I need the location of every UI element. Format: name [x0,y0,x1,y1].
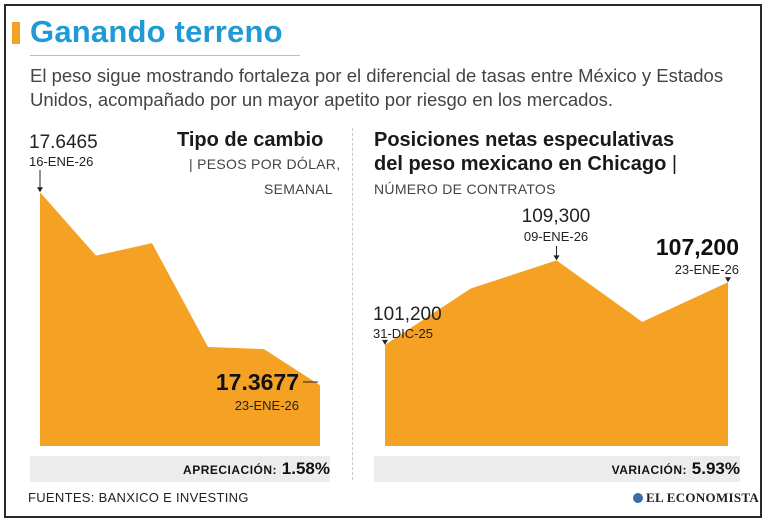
chart2-start-date: 31-DIC-25 [373,326,433,341]
chart1-end-date: 23-ENE-26 [235,398,299,413]
chart2-summary: VARIACIÓN: 5.93% [612,459,740,479]
brand-logo: EL ECONOMISTA [633,490,759,506]
title-accent-bar [12,22,20,44]
chart2-summary-key: VARIACIÓN: [611,463,688,477]
sources-note: FUENTES: BANXICO E INVESTING [28,490,249,505]
chart2-area [385,260,728,446]
chart2: 101,200 31-DIC-25 109,300 09-ENE-26 107,… [373,206,739,446]
chart1-unit-line2: SEMANAL [264,181,334,197]
chart2-peak-value: 109,300 [522,206,591,227]
chart2-end-value: 107,200 [656,234,739,260]
chart2-peak-arrow-icon [553,255,560,261]
chart2-summary-box [374,456,740,482]
chart2-end-date: 23-ENE-26 [675,262,739,277]
subtitle: El peso sigue mostrando fortaleza por el… [30,65,724,110]
chart1-summary-key: APRECIACIÓN: [183,463,278,477]
chart2-title-line2: del peso mexicano en Chicago | [374,153,678,175]
infographic-frame [4,4,762,518]
chart1-end-value: 17.3677 [216,369,299,395]
chart1-summary-value: 1.58% [281,459,330,478]
headline: Ganando terreno [30,14,283,49]
chart2-title-line1: Posiciones netas especulativas [374,129,675,151]
panel-divider [352,128,353,480]
chart1-title: Tipo de cambio [177,129,324,151]
chart1-summary: APRECIACIÓN: 1.58% [183,459,330,479]
chart2-summary-value: 5.93% [691,459,740,478]
chart1: 17.6465 16-ENE-26 17.3677 23-ENE-26 [29,132,320,446]
chart1-area [40,192,320,446]
chart1-start-value: 17.6465 [29,132,98,153]
chart1-start-arrow-icon [37,187,43,193]
chart1-unit-line1: | PESOS POR DÓLAR, [189,156,341,172]
chart2-start-value: 101,200 [373,304,442,325]
chart1-summary-box [30,456,330,482]
chart2-start-arrow-icon [382,339,388,345]
brand-logo-icon [633,493,643,503]
headline-rule [30,55,300,56]
chart2-end-arrow-icon [725,277,731,283]
chart1-start-date: 16-ENE-26 [29,154,93,169]
chart2-peak-date: 09-ENE-26 [524,229,588,244]
chart2-unit: NÚMERO DE CONTRATOS [374,181,556,197]
